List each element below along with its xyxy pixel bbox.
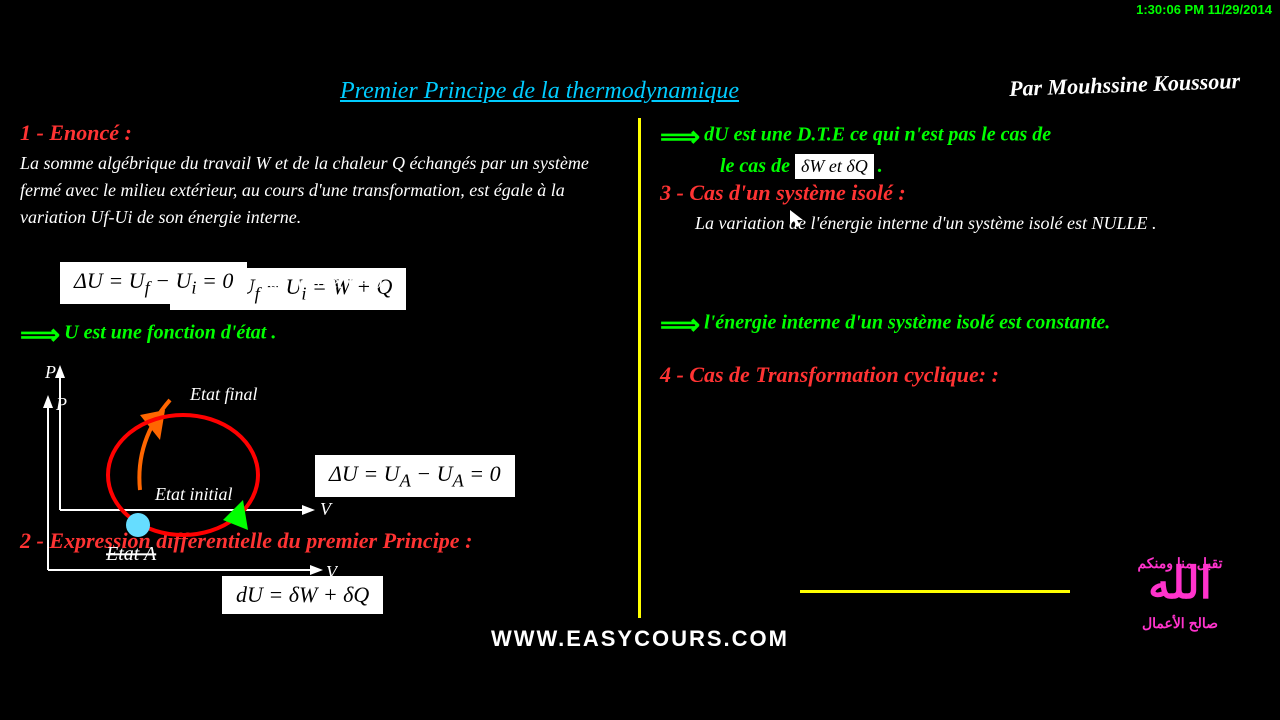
formula-box: ΔU = UA − UA = 0 <box>315 455 515 497</box>
section1-text: La somme algébrique du travail W et de l… <box>20 150 630 231</box>
formula-box-small: δW et δQ <box>795 154 874 179</box>
column-divider <box>638 118 641 618</box>
section1-conclusion: ⟹ U est une fonction d'état . <box>20 318 630 352</box>
svg-text:V: V <box>326 562 338 582</box>
right-conclusion-1: ⟹ dU est une D.T.E ce qui n'est pas le c… <box>660 120 1260 179</box>
arabic-logo: الله تقبل منا ومنكم صالح الأعمال <box>1100 538 1260 660</box>
formula-box: ΔU = Uf − Ui = 0 <box>60 262 247 304</box>
arrow-icon: ⟹ <box>660 308 700 342</box>
timestamp: 1:30:06 PM 11/29/2014 <box>1136 2 1272 17</box>
conclusion-text: U est une fonction d'état . <box>64 322 276 344</box>
section4-formula: ΔU = UA − UA = 0 <box>315 455 915 497</box>
yellow-underline <box>800 590 1070 593</box>
section3-text: La variation de l'énergie interne d'un s… <box>695 210 1280 237</box>
conclusion-text: dU est une D.T.E ce qui n'est pas le cas… <box>704 124 1051 146</box>
section3-heading: 3 - Cas d'un système isolé : <box>660 180 1260 206</box>
section3-conclusion: ⟹ l'énergie interne d'un système isolé e… <box>660 308 1260 342</box>
formula-note: car W=0 et Q=0 <box>261 272 382 292</box>
svg-text:صالح الأعمال: صالح الأعمال <box>1142 614 1218 632</box>
arrow-icon: ⟹ <box>660 120 700 154</box>
section1-heading: 1 - Enoncé : <box>20 120 630 146</box>
svg-text:تقبل منا ومنكم: تقبل منا ومنكم <box>1137 555 1222 572</box>
author-credit: Par Mouhssine Koussour <box>1009 68 1241 102</box>
arrow-icon: ⟹ <box>20 318 60 352</box>
svg-text:P: P <box>44 362 56 382</box>
section3-formula-row: ΔU = Uf − Ui = 0 car W=0 et Q=0 <box>60 262 660 304</box>
svg-text:P: P <box>55 394 67 414</box>
conclusion-text: l'énergie interne d'un système isolé est… <box>704 312 1110 334</box>
svg-text:Etat A: Etat A <box>105 543 157 565</box>
page-title: Premier Principe de la thermodynamique <box>340 78 739 105</box>
section4-heading: 4 - Cas de Transformation cyclique: : <box>660 362 1260 388</box>
mouse-cursor <box>790 210 808 233</box>
footer-url: WWW.EASYCOURS.COM <box>491 626 789 652</box>
